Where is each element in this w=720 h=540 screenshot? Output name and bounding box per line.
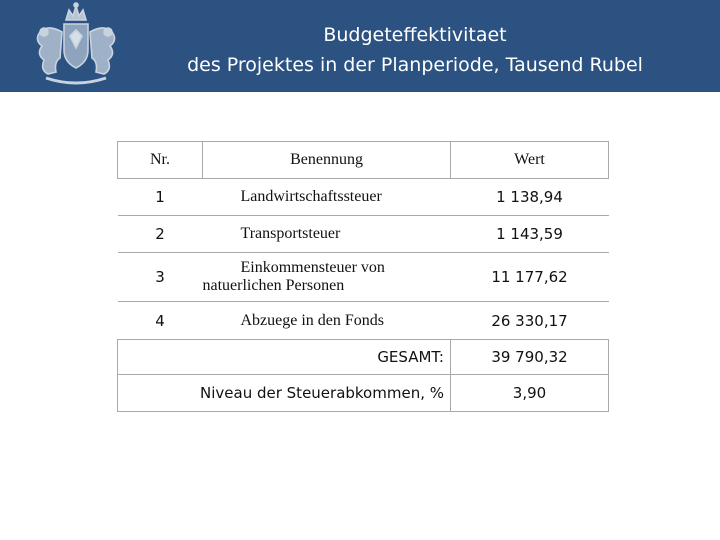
page-title: Budgeteffektivitaet des Projektes in der… xyxy=(130,20,700,80)
row-name: Einkommensteuer von natuerlichen Persone… xyxy=(202,252,451,302)
total-label: GESAMT: xyxy=(117,339,451,375)
total-row: GESAMT: 39 790,32 xyxy=(117,339,609,375)
table-header-row: Nr. Benennung Wert xyxy=(117,141,609,179)
level-label: Niveau der Steuerabkommen, % xyxy=(117,374,451,412)
header-value: Wert xyxy=(450,141,609,179)
row-nr: 4 xyxy=(117,301,203,340)
table-row: 3 Einkommensteuer von natuerlichen Perso… xyxy=(117,252,609,302)
row-value: 26 330,17 xyxy=(450,301,609,340)
row-nr: 2 xyxy=(117,215,203,253)
budget-table: Nr. Benennung Wert 1 Landwirtschaftssteu… xyxy=(117,141,609,412)
row-nr: 1 xyxy=(117,178,203,216)
row-name: Transportsteuer xyxy=(202,215,451,253)
row-value: 11 177,62 xyxy=(450,252,609,302)
row-name: Landwirtschaftssteuer xyxy=(202,178,451,216)
coat-of-arms-icon xyxy=(36,2,116,85)
level-value: 3,90 xyxy=(450,374,609,412)
row-nr: 3 xyxy=(117,252,203,302)
table-row: 4 Abzuege in den Fonds 26 330,17 xyxy=(117,301,609,340)
level-row: Niveau der Steuerabkommen, % 3,90 xyxy=(117,374,609,412)
table-row: 2 Transportsteuer 1 143,59 xyxy=(117,215,609,253)
row-name-line-2: natuerlichen Personen xyxy=(202,277,345,294)
total-value: 39 790,32 xyxy=(450,339,609,375)
header-banner: Budgeteffektivitaet des Projektes in der… xyxy=(0,0,720,92)
row-name-line-1: Einkommensteuer von xyxy=(240,259,385,276)
table-row: 1 Landwirtschaftssteuer 1 138,94 xyxy=(117,178,609,216)
title-line-1: Budgeteffektivitaet xyxy=(323,24,507,46)
title-line-2: des Projektes in der Planperiode, Tausen… xyxy=(187,54,643,76)
header-nr: Nr. xyxy=(117,141,203,179)
row-value: 1 143,59 xyxy=(450,215,609,253)
header-name: Benennung xyxy=(202,141,451,179)
row-value: 1 138,94 xyxy=(450,178,609,216)
row-name: Abzuege in den Fonds xyxy=(202,301,451,340)
